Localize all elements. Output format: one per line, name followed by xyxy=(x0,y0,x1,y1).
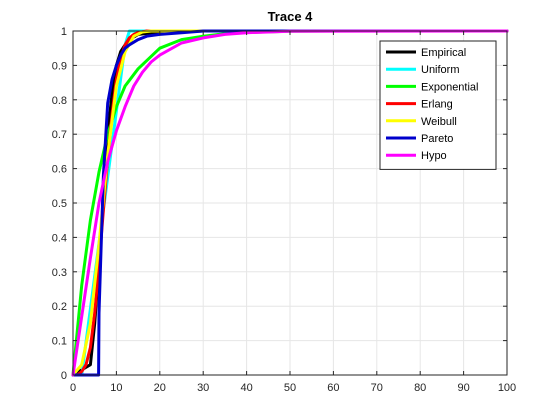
x-tick-label: 100 xyxy=(498,382,516,394)
x-tick-label: 40 xyxy=(240,382,252,394)
x-tick-label: 90 xyxy=(457,382,469,394)
y-tick-label: 0.1 xyxy=(52,336,67,348)
legend-label-weibull: Weibull xyxy=(421,116,457,128)
y-tick-labels: 0 0.1 0.2 0.3 0.4 0.5 0.6 0.7 0.8 0.9 1 xyxy=(52,26,67,382)
x-tick-label: 0 xyxy=(70,382,76,394)
legend-box xyxy=(379,40,497,170)
x-tick-label: 60 xyxy=(327,382,339,394)
y-tick-label: 0 xyxy=(61,370,67,382)
x-tick-label: 10 xyxy=(110,382,122,394)
tick-marks xyxy=(72,30,508,376)
legend-label-pareto: Pareto xyxy=(421,133,453,145)
y-tick-label: 0.5 xyxy=(52,198,67,210)
legend-label-erlang: Erlang xyxy=(421,99,453,111)
x-tick-label: 80 xyxy=(414,382,426,394)
legend-label-hypo: Hypo xyxy=(421,150,447,162)
series-line-hypo xyxy=(71,29,509,377)
y-tick-label: 0.7 xyxy=(52,129,67,141)
legend-label-empirical: Empirical xyxy=(421,47,466,59)
x-tick-label: 70 xyxy=(371,382,383,394)
legend: Empirical Uniform Exponential Erlang Weibull… xyxy=(379,40,497,170)
chart-title: Trace 4 xyxy=(268,9,314,24)
x-tick-labels: 0 10 20 30 40 50 60 70 80 90 100 xyxy=(70,382,516,394)
y-tick-label: 0.3 xyxy=(52,267,67,279)
legend-label-uniform: Uniform xyxy=(421,64,460,76)
y-tick-label: 1 xyxy=(61,26,67,38)
series-layer xyxy=(71,29,509,377)
y-tick-label: 0.6 xyxy=(52,164,67,176)
series-line-pareto xyxy=(71,29,509,377)
y-tick-label: 0.8 xyxy=(52,95,67,107)
legend-label-exponential: Exponential xyxy=(421,81,479,93)
x-tick-label: 20 xyxy=(154,382,166,394)
y-tick-label: 0.4 xyxy=(52,232,67,244)
x-tick-label: 50 xyxy=(284,382,296,394)
y-tick-label: 0.2 xyxy=(52,301,67,313)
x-tick-label: 30 xyxy=(197,382,209,394)
y-tick-label: 0.9 xyxy=(52,60,67,72)
